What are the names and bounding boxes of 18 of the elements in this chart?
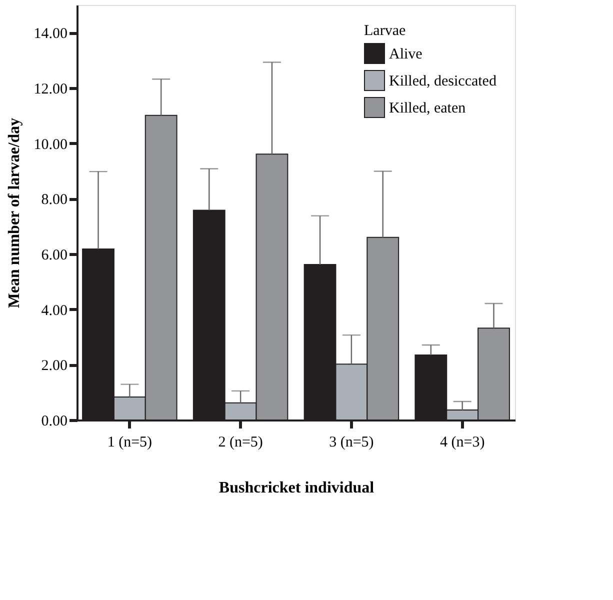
legend-label: Killed, desiccated [389,74,497,90]
y-tick-label: 8.00 [41,192,68,208]
x-tick-label: 2 (n=5) [218,434,263,450]
y-tick-label: 10.00 [34,136,68,153]
legend-label: Alive [389,46,423,62]
legend-label: Killed, eaten [389,100,466,116]
y-tick-label: 14.00 [34,26,68,42]
y-tick-label: 2.00 [41,358,68,374]
legend-title: Larvae [364,23,406,39]
y-tick-label: 12.00 [34,82,68,98]
y-axis-title: Mean number of larvae/day [6,118,23,308]
y-tick-label: 4.00 [41,302,68,319]
y-tick-label: 6.00 [41,248,68,264]
y-tick-label: 0.00 [41,414,68,430]
x-axis-title: Bushcricket individual [218,480,375,496]
x-tick-label: 3 (n=5) [329,434,374,450]
x-tick-label: 1 (n=5) [107,434,152,450]
x-tick-label: 4 (n=3) [440,434,485,450]
